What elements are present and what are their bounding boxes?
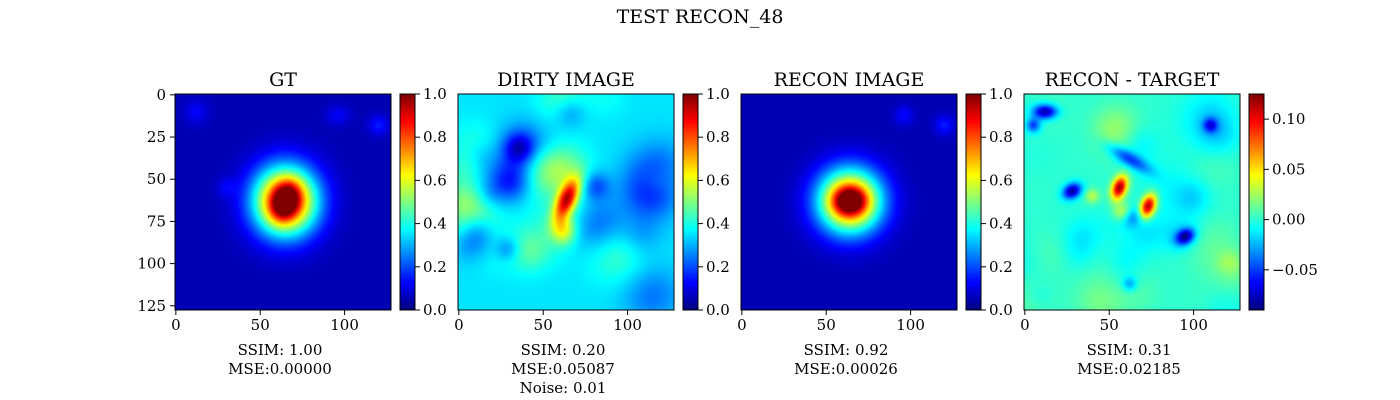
panels: GT 0 50 100 0 25 50 75 100 125 0.0 0.2 0.4 0.6 0.8 1.0 S…	[137, 69, 1318, 397]
metric-caption: MSE:0.02185	[1077, 360, 1181, 378]
x-tick-label: 100	[613, 316, 642, 334]
x-tick-label: 50	[1100, 316, 1119, 334]
heatmap-image	[1024, 94, 1240, 310]
colorbar-tick-label: 0.6	[423, 171, 447, 189]
y-tick-label: 100	[137, 255, 166, 273]
panel-diff: RECON - TARGET 0 50 100 −0.05 0.00 0.05 0.10 SSI…	[1020, 69, 1318, 378]
metric-caption: SSIM: 1.00	[238, 341, 323, 359]
colorbar-tick-label: −0.05	[1272, 261, 1318, 279]
metric-caption: SSIM: 0.92	[804, 341, 889, 359]
y-tick-label: 50	[147, 170, 166, 188]
heatmap-image	[175, 94, 391, 310]
x-tick-label: 0	[454, 316, 464, 334]
axes-frame	[740, 93, 958, 311]
colorbar-tick-label: 0.2	[706, 258, 730, 276]
metric-caption: MSE:0.00000	[228, 360, 332, 378]
metric-caption: MSE:0.05087	[511, 360, 615, 378]
colorbar-tick-label: 0.2	[989, 258, 1013, 276]
colorbar-tick-label: 1.0	[706, 85, 730, 103]
x-tick-label: 50	[251, 316, 270, 334]
colorbar-tick-label: 0.10	[1272, 110, 1305, 128]
colorbar-tick-label: 0.4	[423, 215, 447, 233]
axes-frame	[174, 93, 392, 311]
panel-title: GT	[269, 69, 297, 91]
metric-caption: MSE:0.00026	[794, 360, 898, 378]
axes-frame	[1023, 93, 1241, 311]
figure-title: TEST RECON_48	[617, 6, 784, 28]
colorbar-tick-label: 0.8	[423, 128, 447, 146]
panel-dirty: DIRTY IMAGE 0 50 100 0.0 0.2 0.4 0.6 0.8 1.0 SSIM:…	[454, 69, 730, 397]
x-tick-label: 0	[1020, 316, 1030, 334]
x-tick-label: 0	[737, 316, 747, 334]
axes-frame	[457, 93, 675, 311]
panel-title: RECON - TARGET	[1045, 69, 1220, 91]
x-tick-label: 0	[171, 316, 181, 334]
colorbar-frame	[965, 93, 982, 311]
y-tick-label: 25	[147, 128, 166, 146]
heatmap-image	[741, 94, 957, 310]
colorbar-frame	[682, 93, 699, 311]
colorbar-tick-label: 0.8	[989, 128, 1013, 146]
metric-caption: SSIM: 0.20	[521, 341, 606, 359]
colorbar-tick-label: 1.0	[989, 85, 1013, 103]
colorbar-gradient	[400, 94, 415, 310]
metric-caption: Noise: 0.01	[520, 379, 607, 397]
colorbar-tick-label: 0.05	[1272, 160, 1305, 178]
colorbar-tick-label: 0.4	[989, 215, 1013, 233]
x-tick-label: 50	[817, 316, 836, 334]
panel-title: DIRTY IMAGE	[497, 69, 635, 91]
metric-caption: SSIM: 0.31	[1087, 341, 1172, 359]
x-tick-label: 100	[896, 316, 925, 334]
x-tick-label: 50	[534, 316, 553, 334]
panel-recon: RECON IMAGE 0 50 100 0.0 0.2 0.4 0.6 0.8 1.0 SSIM:…	[737, 69, 1013, 378]
colorbar-tick-label: 0.0	[706, 301, 730, 319]
colorbar-tick-label: 0.00	[1272, 211, 1305, 229]
colorbar-tick-label: 0.8	[706, 128, 730, 146]
colorbar-tick-label: 0.0	[423, 301, 447, 319]
colorbar-gradient	[683, 94, 698, 310]
x-tick-label: 100	[330, 316, 359, 334]
colorbar-tick-label: 0.2	[423, 258, 447, 276]
colorbar-tick-label: 0.0	[989, 301, 1013, 319]
colorbar-tick-label: 0.6	[706, 171, 730, 189]
colorbar-gradient	[966, 94, 981, 310]
y-tick-label: 75	[147, 212, 166, 230]
colorbar-tick-label: 0.4	[706, 215, 730, 233]
panel-gt: GT 0 50 100 0 25 50 75 100 125 0.0 0.2 0.4 0.6 0.8 1.0 S…	[137, 69, 447, 378]
heatmap-image	[458, 94, 674, 310]
y-tick-label: 125	[137, 297, 166, 315]
colorbar-frame	[399, 93, 416, 311]
panel-title: RECON IMAGE	[774, 69, 925, 91]
colorbar-tick-label: 1.0	[423, 85, 447, 103]
y-tick-label: 0	[156, 86, 166, 104]
colorbar-gradient	[1249, 94, 1264, 310]
x-tick-label: 100	[1179, 316, 1208, 334]
colorbar-frame	[1248, 93, 1265, 311]
colorbar-tick-label: 0.6	[989, 171, 1013, 189]
